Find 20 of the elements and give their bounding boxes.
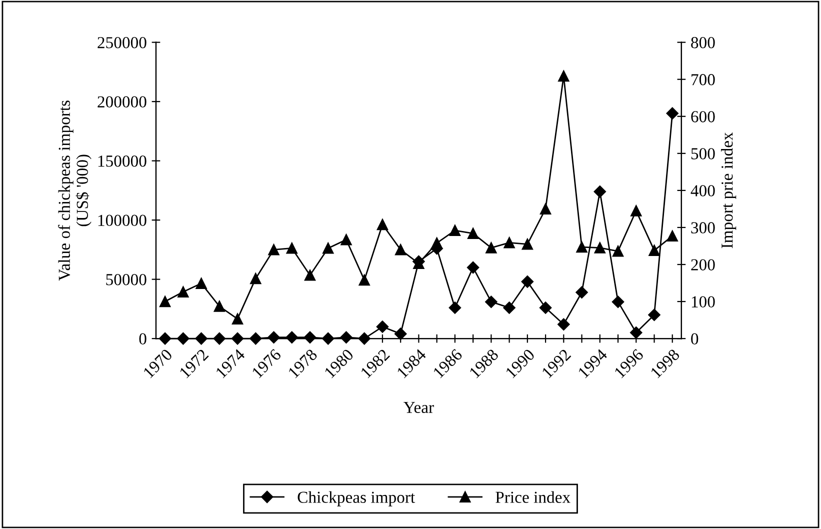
y2-tick-label: 400 [690,185,715,196]
y2-axis-title: Import prie index [721,132,736,248]
y-tick-label: 250000 [98,37,146,48]
legend-label: Chickpeas import [298,491,416,506]
y2-tick-label: 700 [692,74,715,86]
y-tick-label: 0 [139,333,146,345]
legend-label: Price index [496,491,570,503]
y-tick-label: 150000 [98,156,146,167]
y2-tick-label: 800 [691,37,715,48]
y-tick-label: 50000 [106,274,146,286]
y2-tick-label: 500 [691,148,715,160]
y2-tick-label: 0 [691,333,698,345]
y2-tick-label: 600 [691,111,715,122]
y-axis-title: Value of chickpeas imports (US$ '000) [58,100,92,281]
y2-tick-label: 200 [691,259,715,270]
y2-tick-label: 100 [692,296,715,308]
x-axis-title: Year [404,402,434,414]
y-tick-label: 100000 [98,214,146,226]
y2-tick-label: 300 [691,222,715,234]
y-tick-label: 200000 [98,96,146,108]
